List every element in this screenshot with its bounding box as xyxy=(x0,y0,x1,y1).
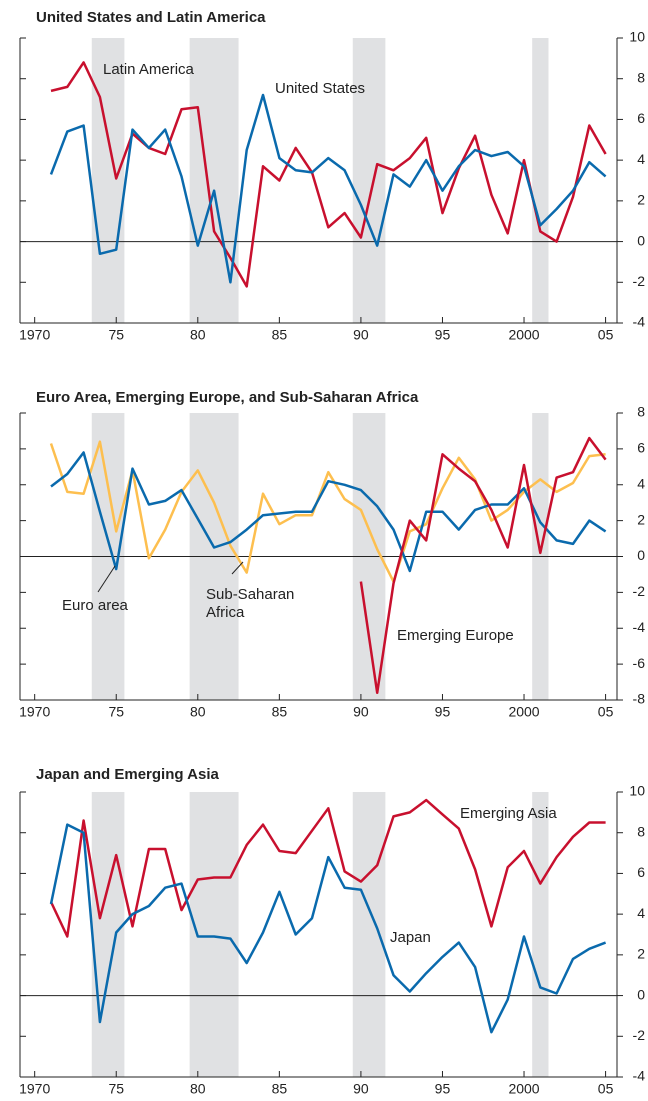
x-tick-label: 75 xyxy=(108,704,124,720)
series-label: Emerging Europe xyxy=(397,627,514,644)
series-line xyxy=(49,798,606,938)
y-tick-label: 2 xyxy=(637,946,645,962)
series-line xyxy=(50,451,607,573)
series-label: Japan xyxy=(390,929,431,946)
recession-band xyxy=(91,792,125,1077)
x-tick-label: 05 xyxy=(598,1081,614,1097)
y-tick-label: -2 xyxy=(633,273,646,289)
y-tick-label: 8 xyxy=(637,404,645,420)
chart-title: United States and Latin America xyxy=(36,9,266,26)
recession-band xyxy=(352,38,386,323)
y-tick-label: -8 xyxy=(633,691,646,707)
leader-line xyxy=(231,561,244,575)
x-tick-label: 85 xyxy=(272,704,288,720)
y-tick-label: 4 xyxy=(637,151,645,167)
series-line xyxy=(49,93,607,284)
x-tick-label: 80 xyxy=(190,1081,206,1097)
y-tick-label: 4 xyxy=(637,905,645,921)
x-tick-label: 1970 xyxy=(19,327,50,343)
series-line xyxy=(49,440,606,583)
x-tick-label: 2000 xyxy=(508,704,539,720)
y-tick-label: -4 xyxy=(633,619,646,635)
x-tick-label: 95 xyxy=(435,1081,451,1097)
chart-title: Japan and Emerging Asia xyxy=(36,766,219,783)
y-tick-label: 4 xyxy=(637,475,645,491)
y-tick-label: 10 xyxy=(629,783,645,799)
x-tick-label: 90 xyxy=(353,704,369,720)
x-tick-label: 90 xyxy=(353,1081,369,1097)
series-line xyxy=(49,823,607,1034)
y-tick-label: -4 xyxy=(633,314,646,330)
x-tick-label: 95 xyxy=(435,704,451,720)
series-label: Latin America xyxy=(103,61,194,78)
y-tick-label: 2 xyxy=(637,192,645,208)
y-tick-label: 0 xyxy=(637,232,645,248)
x-tick-label: 1970 xyxy=(19,704,50,720)
x-tick-label: 75 xyxy=(108,327,124,343)
y-tick-label: 0 xyxy=(637,986,645,1002)
recession-band xyxy=(532,792,549,1077)
series-label: Euro area xyxy=(62,597,128,614)
x-tick-label: 95 xyxy=(435,327,451,343)
y-tick-label: 6 xyxy=(637,864,645,880)
y-tick-label: -2 xyxy=(633,583,646,599)
x-tick-label: 85 xyxy=(272,1081,288,1097)
x-tick-label: 80 xyxy=(190,704,206,720)
y-tick-label: 2 xyxy=(637,511,645,527)
x-tick-label: 75 xyxy=(108,1081,124,1097)
series-label: Emerging Asia xyxy=(460,805,557,822)
y-tick-label: -2 xyxy=(633,1027,646,1043)
y-tick-label: 6 xyxy=(637,110,645,126)
series-label: United States xyxy=(275,80,366,97)
y-tick-label: -6 xyxy=(633,655,646,671)
y-tick-label: 6 xyxy=(637,440,645,456)
series-label: Sub-Saharan Africa xyxy=(206,586,295,621)
leader-line xyxy=(97,565,116,593)
y-tick-label: -4 xyxy=(633,1068,646,1084)
chart-title: Euro Area, Emerging Europe, and Sub-Saha… xyxy=(36,389,419,406)
y-tick-label: 8 xyxy=(637,69,645,85)
x-tick-label: 85 xyxy=(272,327,288,343)
series-line xyxy=(359,436,607,695)
x-tick-label: 2000 xyxy=(508,1081,539,1097)
x-tick-label: 80 xyxy=(190,327,206,343)
y-tick-label: 8 xyxy=(637,823,645,839)
y-tick-label: 0 xyxy=(637,547,645,563)
x-tick-label: 05 xyxy=(598,704,614,720)
recession-band xyxy=(91,38,125,323)
x-tick-label: 2000 xyxy=(508,327,539,343)
x-tick-label: 1970 xyxy=(19,1081,50,1097)
x-tick-label: 05 xyxy=(598,327,614,343)
x-tick-label: 90 xyxy=(353,327,369,343)
recession-band xyxy=(532,38,549,323)
y-tick-label: 10 xyxy=(629,29,645,45)
